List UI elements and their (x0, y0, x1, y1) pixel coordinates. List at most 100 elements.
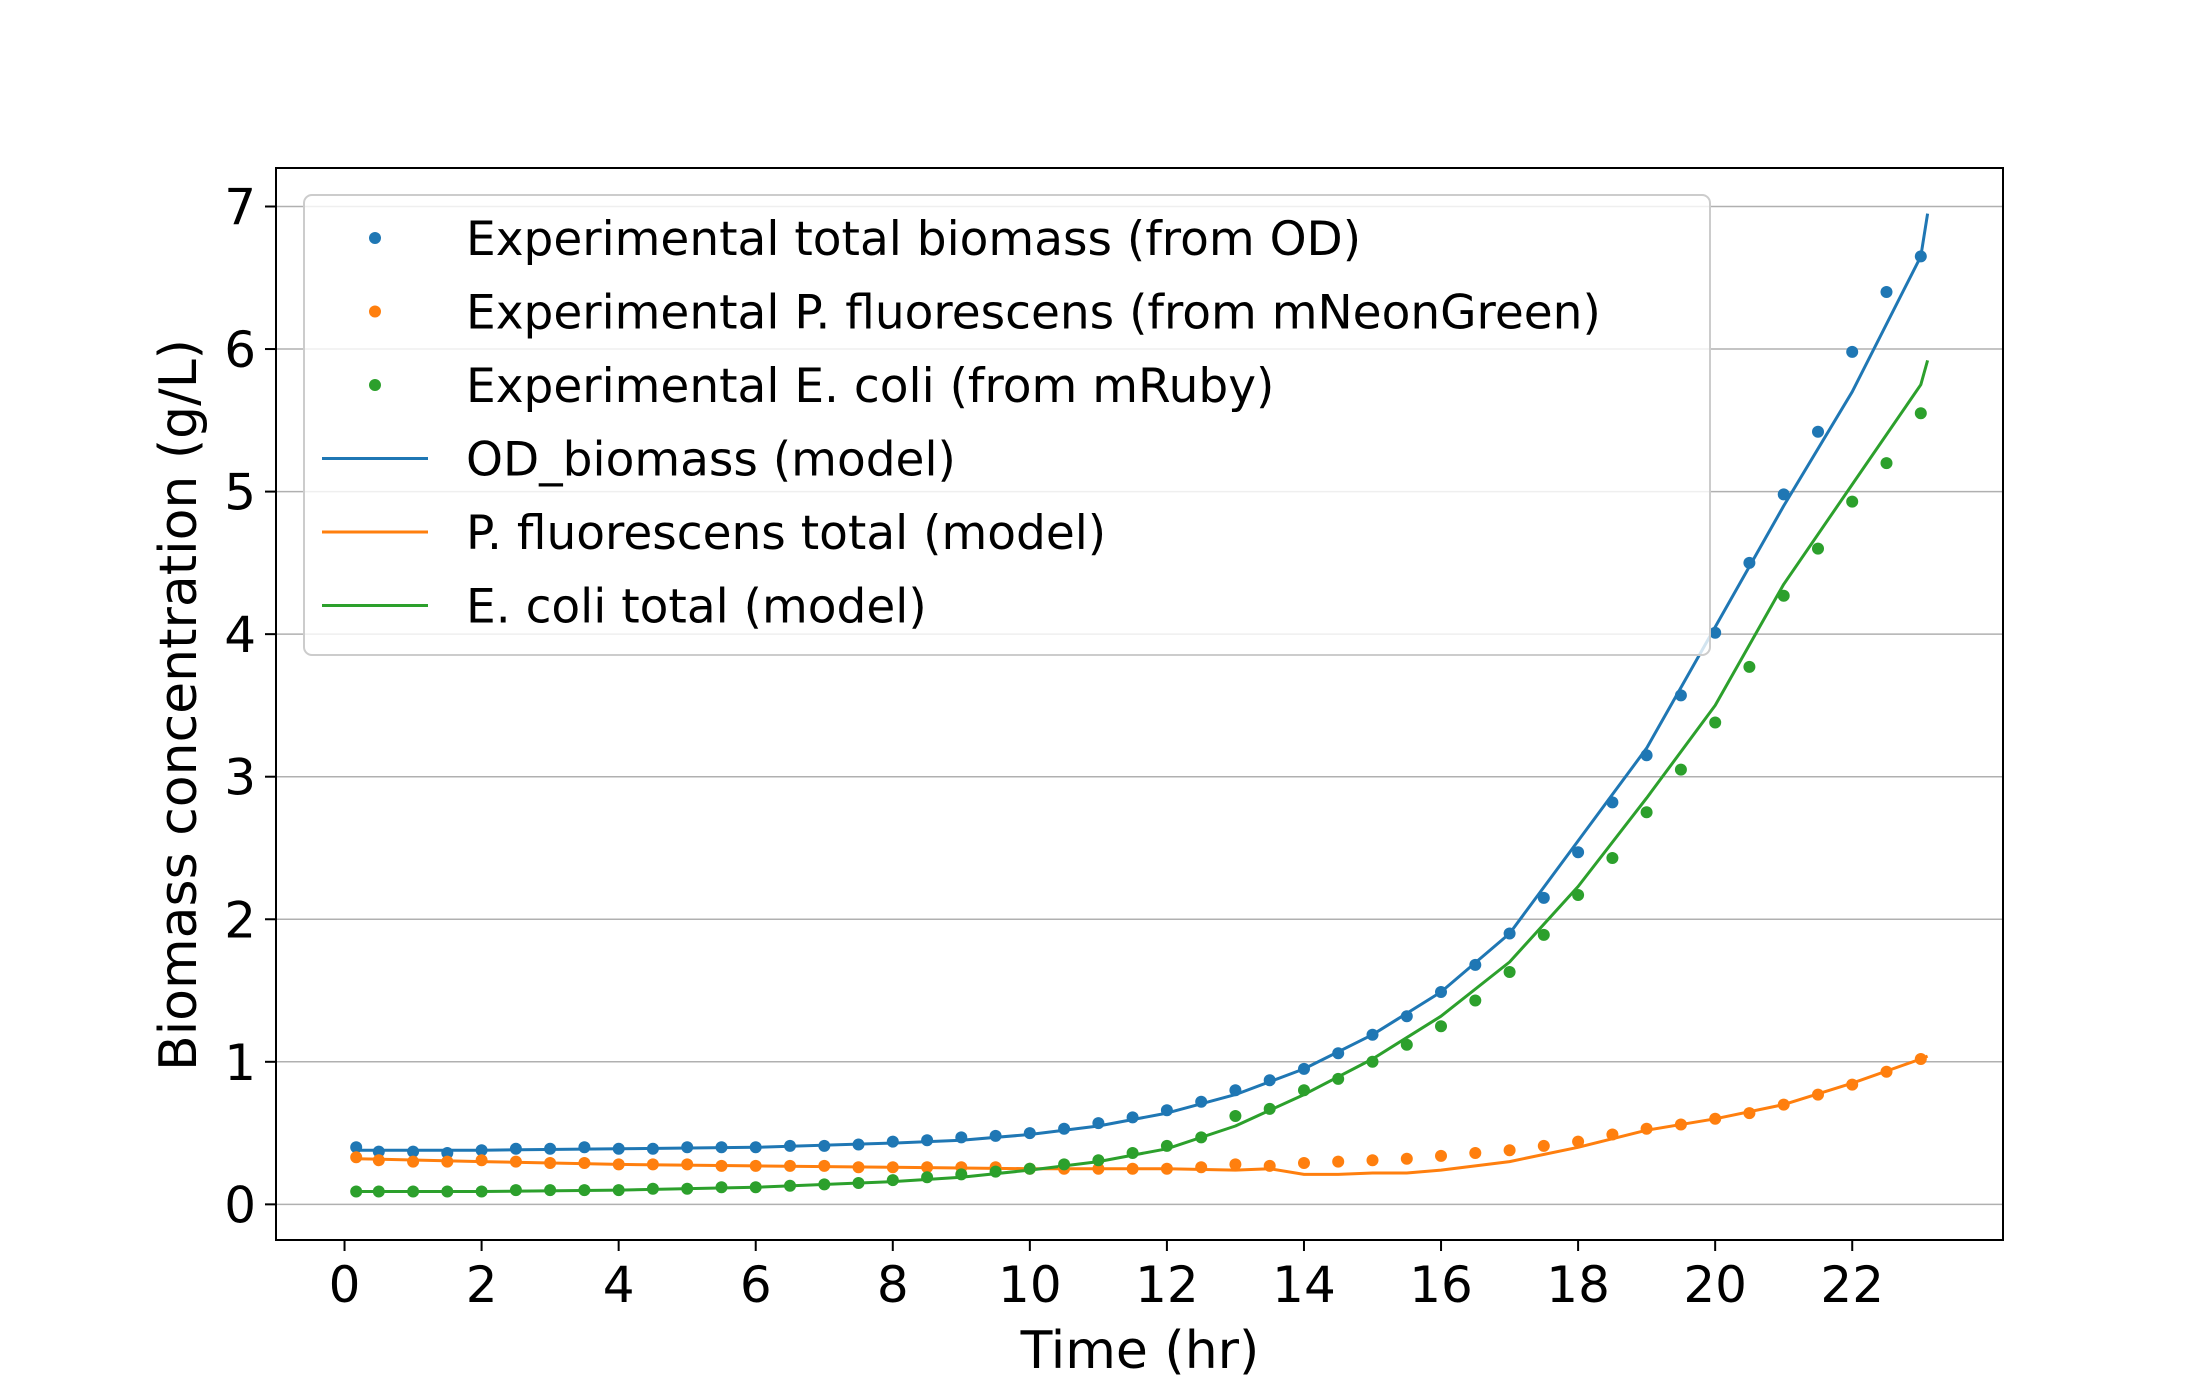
data-point (1914, 407, 1927, 420)
data-point (784, 1139, 796, 1152)
data-point (784, 1179, 796, 1192)
data-point (818, 1178, 831, 1191)
data-point (955, 1168, 968, 1181)
x-tick-label-18: 18 (1546, 1256, 1610, 1314)
legend-marker-0 (369, 232, 381, 244)
data-point (1332, 1072, 1345, 1085)
data-point (612, 1184, 625, 1197)
data-point (921, 1161, 934, 1174)
data-point (1503, 966, 1516, 978)
legend-marker-1 (369, 305, 381, 318)
data-point (441, 1185, 454, 1198)
data-point (1743, 556, 1756, 569)
data-point (681, 1141, 694, 1154)
x-axis: 0 2 4 6 8 10 12 14 16 18 20 22 (329, 1240, 1884, 1314)
data-point (1469, 994, 1482, 1007)
data-point (1229, 1110, 1242, 1122)
data-point (1092, 1117, 1105, 1130)
data-point (1298, 1062, 1310, 1075)
data-point (1606, 1128, 1619, 1141)
legend: Experimental total biomass (from OD) Expe… (303, 194, 1711, 656)
data-point (921, 1171, 934, 1184)
data-point (475, 1144, 488, 1157)
data-point (681, 1182, 694, 1195)
data-point (1537, 891, 1550, 904)
data-point (1332, 1047, 1345, 1060)
data-point (1846, 345, 1859, 358)
data-point (544, 1142, 557, 1155)
y-tick-label-0: 0 (224, 1176, 256, 1234)
data-point (1640, 1122, 1653, 1135)
data-point (509, 1142, 522, 1155)
data-point (1263, 1159, 1276, 1172)
x-tick-label-8: 8 (877, 1256, 909, 1314)
data-point (921, 1134, 934, 1147)
data-point (646, 1158, 659, 1171)
data-point (1537, 928, 1550, 941)
data-point (749, 1159, 762, 1172)
data-point (1572, 846, 1585, 859)
legend-marker-2 (369, 379, 381, 391)
y-axis-label: Biomass concentration (g/L) (149, 339, 209, 1071)
data-point (1400, 1152, 1413, 1165)
data-point (1195, 1161, 1208, 1174)
data-point (1743, 660, 1756, 673)
data-point (852, 1138, 865, 1151)
data-point (1435, 1149, 1447, 1162)
data-point (1537, 1139, 1550, 1152)
data-point (372, 1145, 385, 1158)
data-point (1812, 425, 1824, 438)
data-point (1709, 626, 1722, 639)
data-point (1674, 1118, 1687, 1131)
y-tick-label-1: 1 (224, 1034, 256, 1092)
y-tick-label-3: 3 (224, 749, 256, 807)
legend-label-2: Experimental E. coli (from mRuby) (466, 359, 1274, 414)
data-point (715, 1159, 728, 1172)
data-point (1709, 716, 1722, 729)
data-point (1777, 488, 1790, 501)
x-tick-label-20: 20 (1683, 1256, 1747, 1314)
y-tick-label-4: 4 (224, 606, 256, 664)
x-tick-label-4: 4 (603, 1256, 635, 1314)
data-point (1880, 457, 1893, 470)
data-point (1777, 1098, 1790, 1111)
data-point (955, 1131, 968, 1144)
data-point (1229, 1084, 1242, 1097)
data-point (372, 1154, 385, 1167)
x-axis-label: Time (hr) (1020, 1321, 1260, 1381)
data-point (646, 1142, 659, 1155)
data-point (1366, 1055, 1379, 1068)
data-point (1023, 1127, 1036, 1140)
x-tick-label-6: 6 (740, 1256, 772, 1314)
legend-label-1: Experimental P. fluorescens (from mNeonG… (466, 286, 1601, 341)
data-point (818, 1139, 831, 1152)
data-point (1640, 749, 1653, 762)
data-point (646, 1182, 659, 1195)
data-point (1709, 1112, 1722, 1125)
legend-box (303, 194, 1711, 656)
data-point (578, 1141, 591, 1154)
data-point (818, 1159, 831, 1172)
data-point (1606, 852, 1619, 864)
data-point (1846, 1078, 1859, 1091)
data-point (1195, 1131, 1208, 1144)
data-point (1058, 1122, 1071, 1135)
y-tick-label-2: 2 (224, 891, 256, 949)
data-point (350, 1141, 363, 1154)
x-tick-label-16: 16 (1409, 1256, 1473, 1314)
legend-label-5: E. coli total (model) (466, 580, 927, 635)
data-point (1126, 1147, 1139, 1159)
data-point (1263, 1102, 1276, 1115)
data-point (989, 1129, 1002, 1142)
data-point (1366, 1028, 1379, 1041)
data-point (1400, 1010, 1413, 1023)
data-point (1572, 889, 1585, 901)
data-point (749, 1181, 762, 1194)
scatter-series-1 (350, 1053, 1927, 1175)
data-point (350, 1151, 363, 1164)
data-point (749, 1141, 762, 1154)
data-point (1469, 1147, 1482, 1159)
data-point (441, 1155, 454, 1168)
data-point (681, 1158, 694, 1171)
